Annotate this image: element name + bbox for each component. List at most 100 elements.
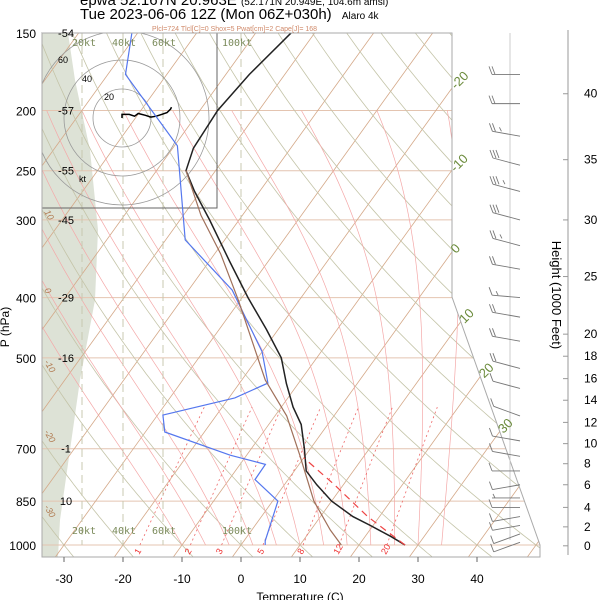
wind-speed-label: 20kt: [72, 526, 96, 537]
x-tick-label: 0: [238, 572, 245, 586]
barb-feather: [488, 462, 493, 472]
barb-feather: [492, 176, 497, 185]
dry-adiabat-label: 0: [42, 286, 53, 295]
height-tick-label: 30: [584, 213, 598, 227]
wind-barbs: [488, 66, 521, 553]
barb-feather: [492, 204, 497, 213]
moist-adiabat-line: [42, 110, 183, 546]
indices-line: Plcl=724 Tlcl[C]=0 Shox=5 Pwat[cm]=2 Cap…: [152, 26, 317, 33]
x-tick-label: 20: [352, 572, 366, 586]
dry-adiabat-line: [97, 33, 540, 557]
height-tick-label: 35: [584, 153, 598, 167]
parcel-line: [185, 170, 342, 546]
wind-barb: [489, 513, 521, 522]
barb-feather: [491, 66, 496, 75]
barb-feather: [488, 499, 493, 508]
height-tick-label: 16: [584, 372, 598, 386]
mixing-ratio-line: [190, 406, 253, 546]
isotherm-label: 30: [495, 415, 516, 436]
barb-feather: [489, 328, 493, 337]
isotherm-line: [42, 33, 152, 557]
height-tick-label: 0: [584, 539, 591, 553]
height-tick-label: 18: [584, 349, 598, 363]
hodograph-trace: [121, 106, 173, 118]
barb-staff: [493, 533, 521, 544]
barb-feather: [495, 204, 500, 213]
barb-staff: [492, 435, 521, 442]
barb-feather: [490, 535, 495, 544]
x-axis-label: Temperature (C): [256, 590, 343, 600]
wind-speed-label: 40kt: [112, 526, 136, 537]
level-temp-label: -55: [58, 166, 74, 178]
barb-feather: [492, 149, 497, 159]
height-tick-label: 25: [584, 270, 598, 284]
wind-barb: [489, 328, 521, 342]
isotherm-line: [54, 33, 447, 557]
barb-feather: [491, 95, 496, 104]
barb-feather: [492, 304, 496, 313]
dry-adiabat-line: [131, 33, 540, 557]
barb-feather: [489, 353, 494, 362]
isotherm-label: 10: [456, 305, 477, 326]
x-tick-label: -10: [173, 572, 191, 586]
dry-adiabat-line: [42, 33, 315, 557]
barb-feather: [488, 66, 493, 75]
wind-barb: [489, 443, 521, 457]
dry-adiabat-line: [467, 33, 540, 557]
temperature-line: [185, 33, 406, 546]
level-temp-label: -57: [58, 105, 74, 117]
wind-barb: [489, 123, 521, 137]
barb-staff: [492, 335, 521, 342]
dry-adiabat-line: [64, 33, 494, 557]
hodograph-ring-label: 20: [104, 92, 114, 102]
height-tick-label: 20: [584, 327, 598, 341]
dry-adiabat-line: [434, 33, 540, 557]
x-tick-label: 30: [411, 572, 425, 586]
height-tick-label: 40: [584, 87, 598, 101]
dry-adiabat-line: [42, 33, 434, 557]
barb-feather: [489, 123, 493, 132]
pressure-tick-label: 250: [16, 165, 36, 179]
mixing-ratio-label: 2: [183, 547, 194, 556]
pressure-tick-label: 400: [16, 292, 36, 306]
wind-speed-label: 100kt: [222, 38, 252, 49]
barb-feather: [495, 176, 500, 185]
wind-speed-label: 100kt: [222, 526, 252, 537]
barb-feather: [489, 481, 493, 490]
profiles: [124, 33, 406, 546]
wind-speed-label: 60kt: [152, 526, 176, 537]
barb-staff: [492, 524, 521, 531]
hodograph-content: [42, 33, 210, 206]
barb-feather: [489, 149, 494, 159]
barb-staff: [492, 183, 521, 192]
wind-barb: [489, 373, 521, 389]
wind-barb: [489, 427, 521, 442]
dry-adiabat-line: [198, 33, 540, 557]
barb-staff: [492, 450, 521, 457]
barb-feather: [495, 149, 500, 159]
mixing-ratio-label: 20: [379, 542, 393, 556]
mixing-ratio-line: [221, 406, 282, 546]
barb-staff: [492, 360, 521, 369]
moist-adiabat-line: [42, 110, 206, 546]
mixing-ratio-line: [302, 406, 359, 546]
barb-staff: [492, 263, 521, 270]
wind-speed-label: 60kt: [152, 38, 176, 49]
title-line2: Tue 2023-06-06 12Z (Mon 06Z+030h) Alaro …: [80, 6, 380, 23]
x-tick-label: 40: [470, 572, 484, 586]
lcl-dashed-line: [303, 457, 406, 546]
barb-feather: [489, 204, 494, 213]
climatology-shade: [42, 33, 98, 557]
isotherm-line: [113, 33, 506, 557]
wind-barb: [490, 533, 521, 544]
mixing-ratio-label: 3: [214, 547, 225, 556]
barb-feather: [489, 304, 493, 313]
isotherm-line: [349, 33, 540, 557]
height-tick-label: 4: [584, 500, 591, 514]
moist-adiabat-line: [42, 110, 230, 546]
wind-barb: [492, 493, 520, 499]
dewpoint-line: [124, 33, 279, 545]
barb-half-feather: [492, 493, 496, 499]
barb-feather: [489, 513, 493, 522]
mixing-ratio-label: 5: [255, 547, 266, 556]
